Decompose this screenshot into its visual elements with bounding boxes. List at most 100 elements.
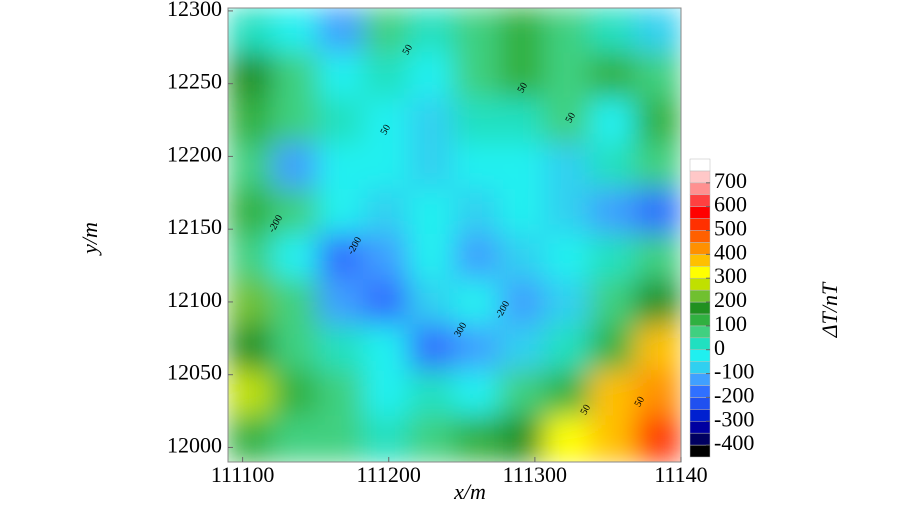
- contour-cell: [228, 8, 275, 55]
- contour-cell: [634, 279, 681, 327]
- colorbar-band: [689, 409, 711, 422]
- contour-cell: [408, 143, 456, 191]
- contour-cell: [498, 324, 547, 373]
- contour-cell: [544, 143, 592, 191]
- contour-cell: [634, 324, 681, 373]
- contour-cell: [453, 188, 501, 236]
- x-tick-label: 111100: [211, 462, 275, 487]
- contour-cell: [228, 279, 275, 327]
- x-tick-label: 111200: [357, 462, 421, 487]
- contour-cell: [228, 324, 275, 373]
- contour-cell: [228, 143, 275, 191]
- contour-cell: [634, 234, 681, 282]
- colorbar-band: [689, 277, 711, 291]
- contour-cell: [362, 52, 411, 100]
- contour-cell: [362, 279, 411, 327]
- contour-cell: [589, 279, 637, 327]
- contour-cell: [228, 234, 275, 282]
- contour-label: 50: [564, 111, 579, 125]
- contour-cell: [272, 370, 320, 418]
- contour-label: 50: [516, 81, 531, 95]
- colorbar-band: [689, 313, 711, 327]
- contour-cell: [228, 52, 275, 100]
- colorbar-band: [689, 301, 711, 315]
- contour-cell: [634, 143, 681, 191]
- colorbar-tick-label: -100: [714, 359, 754, 384]
- y-tick-label: 12000: [167, 432, 222, 457]
- contour-cell: [589, 97, 637, 146]
- contour-cell: [317, 415, 365, 462]
- contour-cell: [453, 52, 501, 100]
- colorbar-band: [689, 194, 711, 207]
- contour-cell: [634, 52, 681, 100]
- contour-cell: [317, 188, 365, 236]
- contour-cell: [272, 188, 320, 236]
- contour-cell: [589, 52, 637, 100]
- colorbar-tick-label: 200: [714, 287, 747, 312]
- colorbar-tick-label: 100: [714, 311, 747, 336]
- contour-cell: [408, 370, 456, 418]
- contour-cell: [544, 97, 592, 146]
- contour-cell: [408, 234, 456, 282]
- contour-cell: [453, 415, 501, 462]
- y-tick-label: 12100: [167, 287, 222, 312]
- contour-cell: [634, 415, 681, 462]
- contour-cell: [362, 370, 411, 418]
- y-tick-label: 12200: [167, 141, 222, 166]
- contour-cell: [272, 234, 320, 282]
- contour-cell: [272, 97, 320, 146]
- contour-cell: [589, 8, 637, 55]
- contour-cells: [228, 8, 681, 462]
- contour-cell: [634, 188, 681, 236]
- contour-label: 50: [633, 395, 648, 409]
- contour-cell: [498, 97, 547, 146]
- y-tick-label: 12150: [167, 214, 222, 239]
- colorbar-band: [689, 230, 711, 243]
- contour-cell: [498, 415, 547, 462]
- colorbar-tick-label: -300: [714, 406, 754, 431]
- colorbar-band: [689, 361, 711, 374]
- contour-cell: [589, 188, 637, 236]
- x-tick-label: 111300: [503, 462, 567, 487]
- colorbar-band: [689, 444, 711, 458]
- y-tick-label: 12250: [167, 69, 222, 94]
- contour-label: 50: [379, 123, 394, 137]
- contour-cell: [544, 234, 592, 282]
- contour-cell: [544, 415, 592, 462]
- colorbar-tick-label: -400: [714, 430, 754, 455]
- contour-cell: [453, 143, 501, 191]
- contour-cell: [498, 234, 547, 282]
- contour-cell: [544, 8, 592, 55]
- plot-frame: [227, 7, 682, 463]
- colorbar-band: [689, 373, 711, 386]
- colorbar-band: [689, 337, 711, 350]
- colorbar-title: ΔT/nT: [817, 281, 842, 338]
- contour-cell: [408, 8, 456, 55]
- contour-cell: [589, 143, 637, 191]
- contour-cell: [589, 324, 637, 373]
- contour-cell: [498, 8, 547, 55]
- y-tick-label: 12050: [167, 360, 222, 385]
- x-axis-title: x/m: [453, 479, 486, 504]
- colorbar-band: [689, 218, 711, 231]
- colorbar-band: [689, 385, 711, 398]
- contour-cell: [408, 415, 456, 462]
- contour-cell: [498, 52, 547, 100]
- contour-cell: [498, 370, 547, 418]
- contour-label: 50: [401, 43, 416, 57]
- contour-cell: [317, 143, 365, 191]
- contour-cell: [634, 97, 681, 146]
- colorbar-band: [689, 242, 711, 255]
- contour-cell: [362, 415, 411, 462]
- colorbar-band: [689, 325, 711, 339]
- contour-cell: [634, 8, 681, 55]
- contour-cell: [272, 279, 320, 327]
- contour-cell: [272, 324, 320, 373]
- contour-cell: [498, 279, 547, 327]
- contour-cell: [228, 370, 275, 418]
- contour-cell: [272, 52, 320, 100]
- contour-label: 50: [579, 403, 594, 417]
- contour-cell: [408, 97, 456, 146]
- contour-cell: [317, 324, 365, 373]
- contour-cell: [362, 234, 411, 282]
